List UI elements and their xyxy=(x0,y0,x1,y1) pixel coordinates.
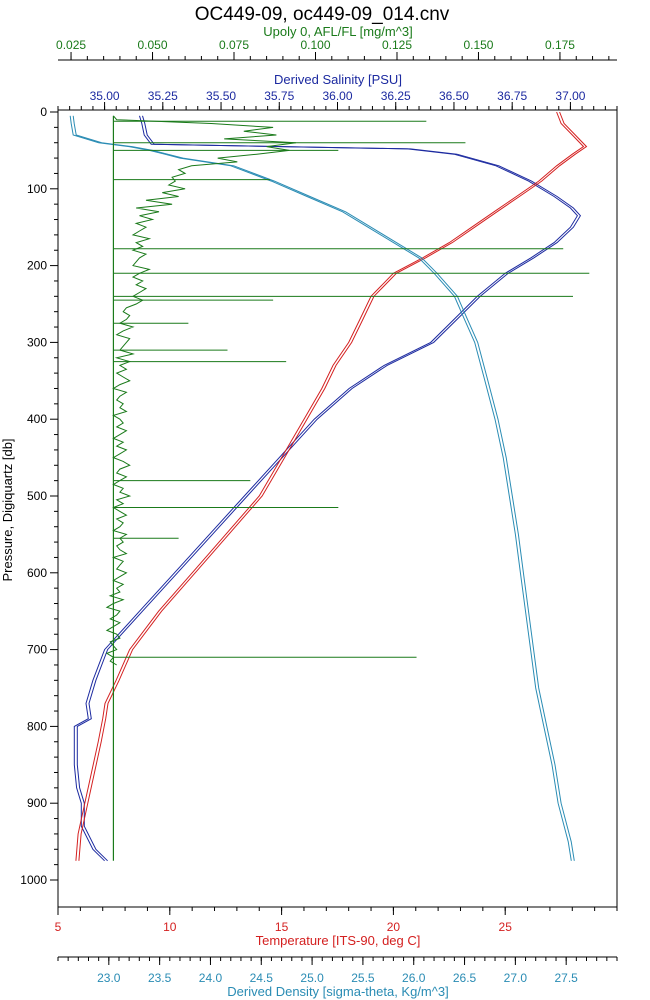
pressure-axis-tick-label: 800 xyxy=(27,719,47,733)
pressure-axis-tick-label: 400 xyxy=(27,412,47,426)
density-axis-tick-label: 26.5 xyxy=(453,971,477,985)
data-series xyxy=(69,111,590,862)
pressure-axis-tick-label: 500 xyxy=(27,489,47,503)
density-axis-tick-label: 26.0 xyxy=(402,971,426,985)
temperature-axis-tick-label: 20 xyxy=(387,920,401,934)
salinity-axis-tick-label: 35.75 xyxy=(264,89,294,103)
pressure-axis-label: Pressure, Digiquartz [db] xyxy=(0,438,15,581)
pressure-axis-tick-label: 700 xyxy=(27,643,47,657)
density-axis-tick-label: 24.5 xyxy=(250,971,274,985)
temperature-series-line-upcast xyxy=(78,111,588,861)
salinity-axis-tick-label: 36.75 xyxy=(497,89,527,103)
pressure-axis-tick-label: 0 xyxy=(40,105,47,119)
density-axis-tick-label: 24.0 xyxy=(199,971,223,985)
fluorescence-axis-tick-label: 0.125 xyxy=(382,38,412,52)
density-axis: 23.0 23.5 24.0 24.5 25.0 25.5 26.0 26.5 27.0 27.5 xyxy=(57,956,618,985)
pressure-axis: 0 100 200 300 400 500 600 700 800 900 1000 xyxy=(20,105,58,887)
temperature-axis-label: Temperature [ITS-90, deg C] xyxy=(256,933,421,948)
fluorescence-axis-tick-label: 0.150 xyxy=(463,38,493,52)
salinity-series-line-upcast xyxy=(76,115,582,862)
fluorescence-axis-tick-label: 0.175 xyxy=(545,38,575,52)
fluorescence-axis-label: Upoly 0, AFL/FL [mg/m^3] xyxy=(263,24,412,39)
temperature-axis-tick-label: 5 xyxy=(55,920,62,934)
temperature-axis-tick-label: 15 xyxy=(275,920,289,934)
fluorescence-axis-tick-label: 0.100 xyxy=(300,38,330,52)
salinity-axis-tick-label: 35.25 xyxy=(148,89,178,103)
chart-title: OC449-09, oc449-09_014.cnv xyxy=(195,4,450,25)
salinity-series-line xyxy=(73,115,579,862)
pressure-axis-tick-label: 600 xyxy=(27,566,47,580)
fluorescence-axis-tick-label: 0.050 xyxy=(138,38,168,52)
pressure-axis-tick-label: 200 xyxy=(27,259,47,273)
temperature-axis: 5 10 15 20 25 xyxy=(55,906,618,934)
density-axis-tick-label: 27.0 xyxy=(504,971,528,985)
salinity-axis-label: Derived Salinity [PSU] xyxy=(274,72,402,87)
salinity-axis-tick-label: 37.00 xyxy=(555,89,585,103)
salinity-axis-tick-label: 36.50 xyxy=(439,89,469,103)
pressure-axis-tick-label: 900 xyxy=(27,796,47,810)
temperature-axis-tick-label: 10 xyxy=(163,920,177,934)
salinity-axis-tick-label: 36.00 xyxy=(322,89,352,103)
fluorescence-axis-tick-label: 0.075 xyxy=(219,38,249,52)
density-axis-tick-label: 23.0 xyxy=(97,971,121,985)
density-axis-label: Derived Density [sigma-theta, Kg/m^3] xyxy=(227,984,448,999)
fluorescence-axis-tick-label: 0.025 xyxy=(56,38,86,52)
temperature-series-line xyxy=(75,111,585,861)
density-axis-tick-label: 25.0 xyxy=(300,971,324,985)
pressure-axis-tick-label: 1000 xyxy=(20,873,47,887)
temperature-axis-tick-label: 25 xyxy=(499,920,513,934)
salinity-axis: 35.00 35.25 35.50 35.75 36.00 36.25 36.50 36.75… xyxy=(57,89,618,111)
density-series-line-upcast xyxy=(72,115,575,861)
pressure-axis-tick-label: 100 xyxy=(27,182,47,196)
density-axis-tick-label: 23.5 xyxy=(148,971,172,985)
fluorescence-axis: 0.025 0.050 0.075 0.100 0.125 0.150 0.175 xyxy=(56,38,617,61)
salinity-axis-tick-label: 36.25 xyxy=(381,89,411,103)
salinity-axis-tick-label: 35.00 xyxy=(90,89,120,103)
density-axis-tick-label: 27.5 xyxy=(555,971,579,985)
density-axis-tick-label: 25.5 xyxy=(351,971,375,985)
fluorescence-series-line xyxy=(105,115,296,666)
pressure-axis-tick-label: 300 xyxy=(27,335,47,349)
salinity-axis-tick-label: 35.50 xyxy=(206,89,236,103)
